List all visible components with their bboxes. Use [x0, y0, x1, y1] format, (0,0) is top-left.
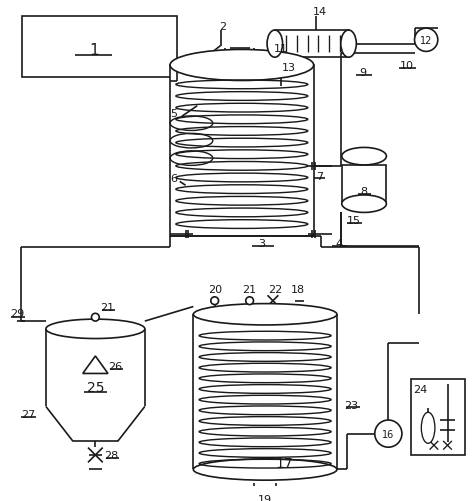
Text: 5: 5: [171, 109, 177, 119]
Ellipse shape: [267, 31, 283, 58]
Text: 8: 8: [361, 187, 368, 197]
Circle shape: [415, 29, 438, 52]
Text: 27: 27: [21, 409, 36, 419]
Text: 21: 21: [100, 303, 114, 313]
Text: 10: 10: [400, 61, 414, 71]
Text: 26: 26: [108, 361, 122, 371]
Ellipse shape: [421, 412, 435, 443]
Circle shape: [375, 420, 402, 447]
Text: 6: 6: [171, 174, 177, 184]
Text: 1: 1: [90, 43, 99, 58]
Bar: [275, 31, 348, 58]
Text: 11: 11: [273, 44, 288, 54]
Text: 24: 24: [413, 384, 428, 394]
Circle shape: [211, 297, 219, 305]
Bar: [170, 66, 314, 236]
Bar: [342, 165, 386, 204]
Ellipse shape: [170, 50, 314, 81]
Bar: [22, 18, 177, 78]
Text: 7: 7: [316, 171, 323, 181]
Text: 14: 14: [312, 7, 327, 17]
Text: 3: 3: [258, 239, 265, 249]
Text: 16: 16: [382, 429, 394, 439]
Ellipse shape: [341, 31, 356, 58]
Ellipse shape: [342, 195, 386, 213]
Text: 19: 19: [258, 493, 272, 501]
Bar: [410, 380, 465, 455]
Text: 22: 22: [268, 285, 282, 295]
Text: 17: 17: [276, 456, 293, 470]
Text: 20: 20: [208, 285, 222, 295]
Text: 9: 9: [360, 68, 367, 78]
Text: 28: 28: [104, 450, 118, 460]
Text: 21: 21: [243, 285, 257, 295]
Circle shape: [246, 297, 254, 305]
Text: 4: 4: [335, 239, 342, 249]
Text: 13: 13: [282, 63, 295, 73]
Text: 12: 12: [420, 36, 432, 46]
Text: 25: 25: [87, 380, 104, 394]
Text: 23: 23: [345, 400, 358, 410]
Text: 18: 18: [291, 285, 305, 295]
Ellipse shape: [342, 148, 386, 165]
Ellipse shape: [46, 320, 145, 339]
Ellipse shape: [193, 304, 337, 325]
Text: 29: 29: [9, 309, 24, 319]
Ellipse shape: [193, 459, 337, 480]
Text: 2: 2: [219, 22, 226, 32]
Circle shape: [91, 314, 99, 322]
Text: 15: 15: [346, 216, 360, 226]
